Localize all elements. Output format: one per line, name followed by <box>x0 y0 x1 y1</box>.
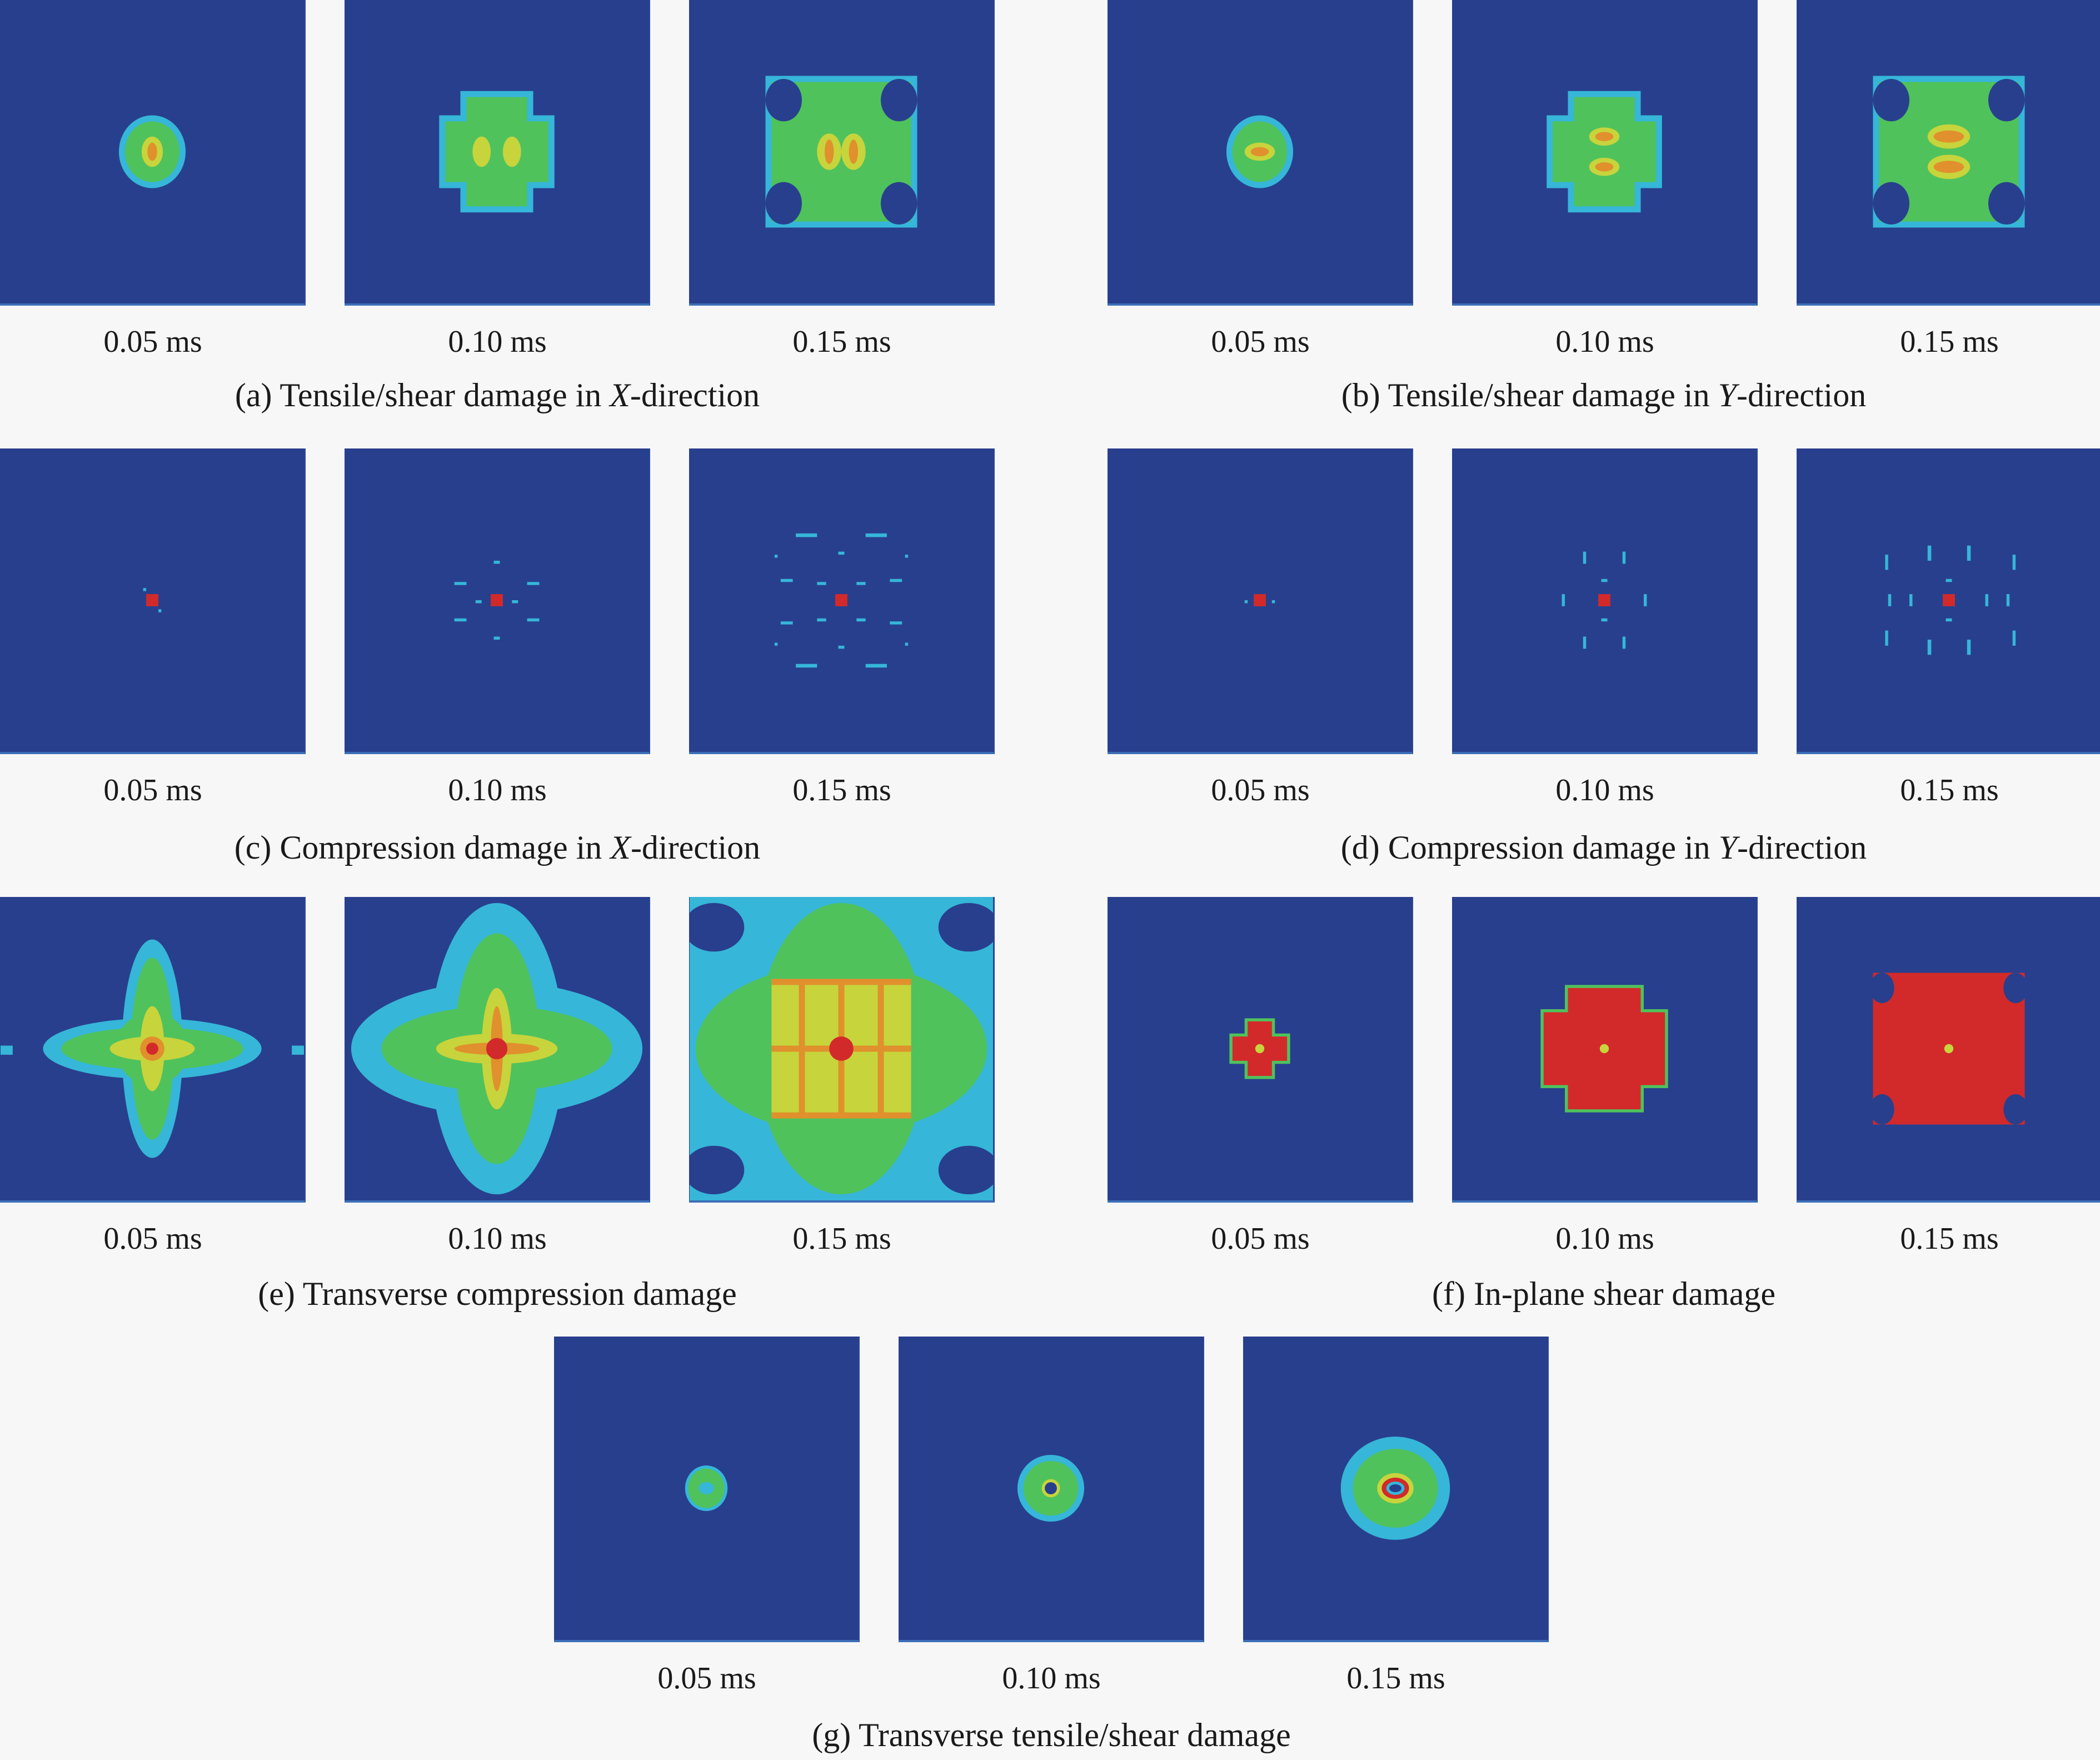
panel-f-t3 <box>1797 897 2100 1203</box>
time-label: 0.05 ms <box>1211 325 1310 359</box>
caption-d: (d) Compression damage in Y-direction <box>1340 829 1867 866</box>
time-label: 0.05 ms <box>1211 1221 1310 1256</box>
panel-a-t3 <box>689 0 995 306</box>
time-label: 0.05 ms <box>103 325 202 359</box>
time-label: 0.10 ms <box>448 1221 547 1256</box>
panel-g-t3 <box>1243 1337 1549 1642</box>
time-label: 0.10 ms <box>448 325 547 359</box>
panel-g-t1 <box>554 1337 860 1642</box>
panel-e-t2 <box>345 897 650 1203</box>
panel-d-t1 <box>1108 448 1413 754</box>
time-label: 0.10 ms <box>1002 1661 1101 1696</box>
panel-b-t3 <box>1797 0 2100 306</box>
caption-b: (b) Tensile/shear damage in Y-direction <box>1341 377 1867 413</box>
time-label: 0.10 ms <box>1555 1221 1654 1256</box>
time-label: 0.15 ms <box>792 1221 891 1256</box>
panel-b-t2 <box>1452 0 1758 306</box>
caption-a: (a) Tensile/shear damage in X-direction <box>235 377 760 413</box>
time-label: 0.15 ms <box>1346 1661 1445 1696</box>
panel-c-t2 <box>345 448 650 754</box>
panel-a-t2 <box>345 0 650 306</box>
time-label: 0.10 ms <box>1555 325 1654 359</box>
time-label: 0.10 ms <box>1555 773 1654 807</box>
panel-d-t2 <box>1452 448 1758 754</box>
time-label: 0.15 ms <box>792 325 891 359</box>
time-label: 0.05 ms <box>103 773 202 807</box>
panel-e-t3 <box>689 897 995 1203</box>
time-label: 0.05 ms <box>657 1661 756 1696</box>
time-label: 0.15 ms <box>1900 325 1999 359</box>
time-label: 0.15 ms <box>792 773 891 807</box>
panel-a-t1 <box>0 0 306 306</box>
time-label: 0.05 ms <box>1211 773 1310 807</box>
panel-f-t2 <box>1452 897 1758 1203</box>
caption-e: (e) Transverse compression damage <box>258 1275 737 1312</box>
caption-c: (c) Compression damage in X-direction <box>234 829 761 866</box>
panel-g-t2 <box>899 1337 1204 1642</box>
time-label: 0.15 ms <box>1900 773 1999 807</box>
time-label: 0.05 ms <box>103 1221 202 1256</box>
panel-c-t3 <box>689 448 995 754</box>
panel-b-t1 <box>1108 0 1413 306</box>
time-label: 0.15 ms <box>1900 1221 1999 1256</box>
panel-f-t1 <box>1108 897 1413 1203</box>
caption-f: (f) In-plane shear damage <box>1432 1275 1775 1312</box>
panel-d-t3 <box>1797 448 2100 754</box>
panel-e-t1 <box>0 897 306 1203</box>
panel-c-t1 <box>0 448 306 754</box>
caption-g: (g) Transverse tensile/shear damage <box>812 1717 1291 1753</box>
time-label: 0.10 ms <box>448 773 547 807</box>
